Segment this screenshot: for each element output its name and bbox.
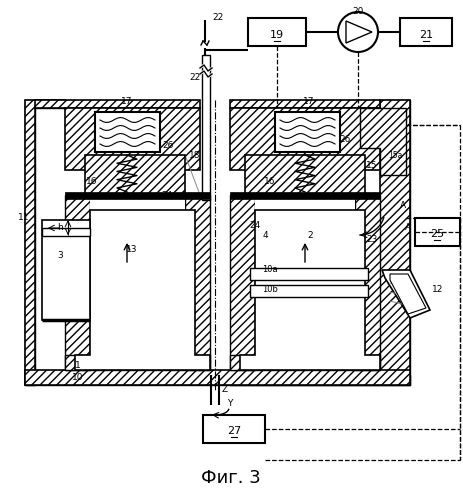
Polygon shape xyxy=(230,195,255,370)
Text: Y: Y xyxy=(227,400,232,408)
Polygon shape xyxy=(230,375,410,385)
Polygon shape xyxy=(65,195,90,370)
Circle shape xyxy=(338,12,378,52)
Text: 10b: 10b xyxy=(262,286,278,294)
Text: 21: 21 xyxy=(419,30,433,40)
Text: 13: 13 xyxy=(126,246,138,254)
Polygon shape xyxy=(230,100,410,385)
Polygon shape xyxy=(355,195,380,370)
Text: 2: 2 xyxy=(307,230,313,239)
Text: 3: 3 xyxy=(57,250,63,260)
Bar xyxy=(275,112,340,152)
Polygon shape xyxy=(240,210,380,370)
Text: 26: 26 xyxy=(339,136,350,144)
Text: 1: 1 xyxy=(75,360,81,370)
Bar xyxy=(202,55,210,200)
Bar xyxy=(95,112,160,152)
Text: 17: 17 xyxy=(303,98,315,106)
Bar xyxy=(250,268,368,280)
Bar xyxy=(42,220,90,320)
Bar xyxy=(250,285,368,297)
Bar xyxy=(400,18,452,46)
Text: 16: 16 xyxy=(264,178,276,186)
Polygon shape xyxy=(35,100,200,108)
Text: 17: 17 xyxy=(121,98,133,106)
Text: A: A xyxy=(405,224,411,232)
Bar xyxy=(248,18,306,46)
Text: 11: 11 xyxy=(18,214,30,222)
Bar xyxy=(90,195,185,355)
Polygon shape xyxy=(65,108,200,170)
Text: 23: 23 xyxy=(366,236,378,244)
Polygon shape xyxy=(382,270,430,318)
Polygon shape xyxy=(360,108,406,175)
Text: 15: 15 xyxy=(366,160,378,170)
Text: 4: 4 xyxy=(262,230,268,239)
Polygon shape xyxy=(25,370,410,385)
Text: 15a: 15a xyxy=(388,150,402,160)
Polygon shape xyxy=(75,210,210,370)
Text: h: h xyxy=(57,224,63,232)
Text: 27: 27 xyxy=(227,426,241,436)
Polygon shape xyxy=(185,195,210,370)
Bar xyxy=(65,192,210,199)
Polygon shape xyxy=(245,155,365,195)
Text: 22: 22 xyxy=(213,14,224,22)
Text: 19: 19 xyxy=(270,30,284,40)
Text: 10: 10 xyxy=(72,374,84,382)
Polygon shape xyxy=(230,108,380,170)
Text: 25: 25 xyxy=(430,229,444,239)
Polygon shape xyxy=(85,155,185,195)
Polygon shape xyxy=(380,100,410,385)
Text: 18: 18 xyxy=(189,150,201,160)
Bar xyxy=(203,415,265,443)
Text: Z: Z xyxy=(222,386,228,394)
Text: 16: 16 xyxy=(86,178,98,186)
Bar xyxy=(42,228,90,236)
Polygon shape xyxy=(25,375,230,385)
Polygon shape xyxy=(65,355,210,370)
Polygon shape xyxy=(390,274,426,314)
Text: Фиг. 3: Фиг. 3 xyxy=(201,469,261,487)
Polygon shape xyxy=(230,355,380,370)
Text: 12: 12 xyxy=(432,286,444,294)
Polygon shape xyxy=(25,100,65,385)
Bar xyxy=(230,192,380,199)
Bar xyxy=(255,195,355,355)
Text: 24: 24 xyxy=(162,190,173,200)
Text: 20: 20 xyxy=(352,8,364,16)
Text: 24: 24 xyxy=(250,220,261,230)
Polygon shape xyxy=(230,100,380,108)
Polygon shape xyxy=(25,100,65,385)
Text: 10a: 10a xyxy=(262,266,278,274)
Text: A: A xyxy=(400,200,406,209)
Bar xyxy=(415,218,460,246)
Text: 26: 26 xyxy=(163,142,174,150)
Text: 22: 22 xyxy=(189,74,200,82)
